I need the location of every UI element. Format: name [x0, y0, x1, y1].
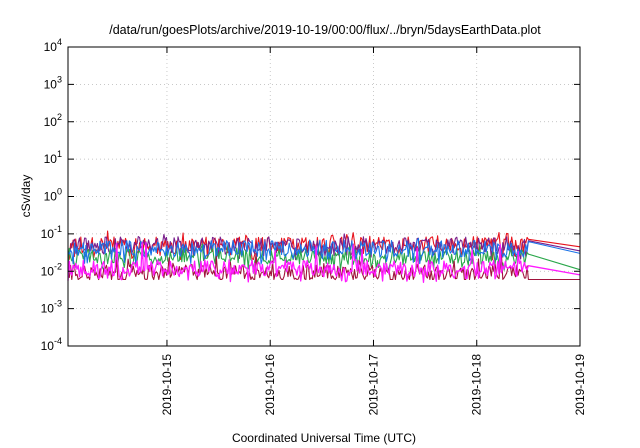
x-tick-label: 2019-10-15: [160, 354, 174, 416]
y-tick-label: 10-1: [41, 224, 62, 241]
x-axis-label: Coordinated Universal Time (UTC): [232, 431, 416, 445]
y-tick-label: 104: [44, 37, 62, 54]
y-tick-label: 102: [44, 112, 62, 129]
x-tick-label: 2019-10-16: [263, 354, 277, 416]
series-layer: [67, 230, 581, 283]
y-tick-label: 101: [44, 149, 62, 166]
chart-title: /data/run/goesPlots/archive/2019-10-19/0…: [109, 23, 541, 37]
x-tick-label: 2019-10-18: [470, 354, 484, 416]
x-tick-label: 2019-10-17: [366, 354, 380, 416]
data-series-line: [67, 233, 581, 261]
data-series-line: [67, 253, 580, 281]
y-tick-label: 10-3: [41, 299, 62, 316]
data-series-line: [67, 230, 581, 261]
data-series-line: [67, 241, 581, 283]
y-tick-label: 100: [44, 187, 62, 204]
x-tick-label: 2019-10-19: [573, 354, 587, 416]
y-tick-label: 103: [44, 74, 62, 91]
y-tick-label: 10-2: [41, 261, 62, 278]
ticks: 104 103 102 101 100 10-1 10-2 10-3 10-4 2019-10-1…: [41, 37, 587, 415]
y-tick-label: 10-4: [41, 336, 62, 353]
y-axis-label: cSv/day: [19, 175, 33, 218]
